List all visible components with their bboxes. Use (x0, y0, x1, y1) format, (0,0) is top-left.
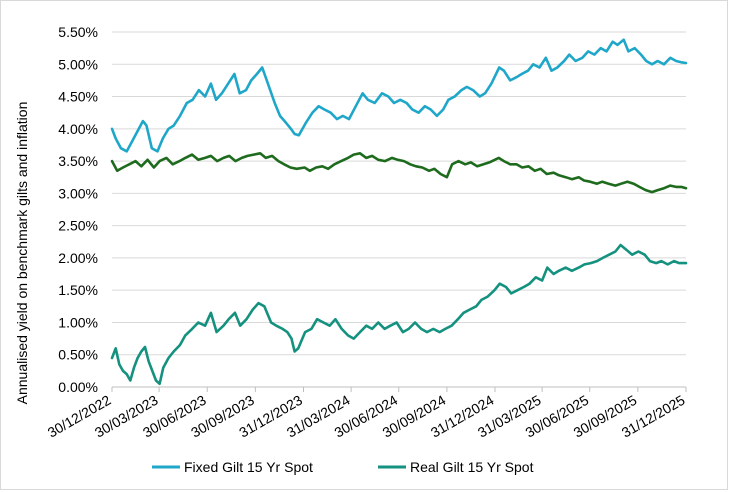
series-lines (110, 38, 688, 386)
y-tick-label: 3.50% (58, 153, 98, 169)
gridlines (112, 31, 686, 356)
y-tick-label: 4.00% (58, 121, 98, 137)
y-tick-label: 2.00% (58, 250, 98, 266)
series-line-1 (110, 152, 688, 194)
series-line-2 (110, 243, 688, 386)
x-axis: 30/12/202230/03/202330/06/202330/09/2023… (45, 386, 688, 441)
y-axis-title: Annualised yield on benchmark gilts and … (14, 102, 30, 405)
y-tick-label: 1.00% (58, 314, 98, 330)
series-line-0 (110, 38, 688, 153)
y-tick-label: 0.00% (58, 379, 98, 395)
legend: Fixed Gilt 15 Yr Spot Real Gilt 15 Yr Spo… (152, 459, 534, 475)
y-tick-label: 5.00% (58, 56, 98, 72)
y-tick-label: 2.50% (58, 218, 98, 234)
y-tick-label: 4.50% (58, 89, 98, 105)
y-tick-label: 1.50% (58, 282, 98, 298)
y-tick-label: 0.50% (58, 347, 98, 363)
y-tick-label: 3.00% (58, 185, 98, 201)
y-axis: 0.00% 0.50% 1.00% 1.50% 2.00% 2.50% 3.00% 3.50%… (58, 24, 98, 395)
y-tick-label: 5.50% (58, 24, 98, 40)
legend-label: Real Gilt 15 Yr Spot (410, 459, 534, 475)
legend-label: Fixed Gilt 15 Yr Spot (184, 459, 313, 475)
